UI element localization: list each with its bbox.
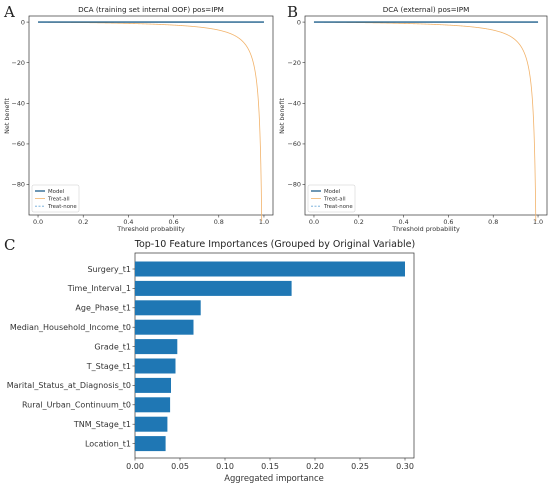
- bar: [135, 261, 405, 277]
- legend-entry: Treat-none: [323, 204, 353, 210]
- y-tick-label: 0: [297, 18, 301, 26]
- x-tick-label: 1.0: [259, 218, 269, 226]
- x-tick-label: 1.0: [533, 218, 543, 226]
- x-tick-label: 0.8: [488, 218, 498, 226]
- chart-title: DCA (training set internal OOF) pos=IPM: [78, 5, 224, 14]
- plot-frame: [134, 252, 415, 459]
- dca-chart-external: DCA (external) pos=IPM 0.0 0.2 0.4 0.6 0.8 1.…: [278, 5, 548, 233]
- bar: [135, 397, 171, 413]
- y-tick-label: −40: [288, 100, 302, 108]
- y-tick-label: −40: [12, 100, 26, 108]
- x-tick-label: 0.2: [354, 218, 364, 226]
- category-label: Grade_t1: [94, 342, 131, 351]
- bar: [135, 358, 176, 374]
- x-tick-label: 0.15: [261, 462, 279, 471]
- legend-entry: Model: [48, 189, 64, 195]
- plot-frame: [304, 15, 548, 216]
- chart-title: Top-10 Feature Importances (Grouped by O…: [134, 239, 415, 250]
- x-tick-label: 0.05: [171, 462, 189, 471]
- category-label: Location_t1: [85, 439, 131, 448]
- x-tick-label: 0.0: [33, 218, 43, 226]
- category-label: T_Stage_t1: [86, 362, 131, 371]
- feature-importance-chart: Top-10 Feature Importances (Grouped by O…: [7, 239, 415, 483]
- legend-entry: Treat-all: [47, 197, 70, 203]
- category-label: Time_Interval_1: [67, 284, 131, 293]
- x-tick-label: 0.30: [396, 462, 414, 471]
- y-tick-label: −20: [288, 59, 302, 67]
- legend-entry: Model: [324, 189, 340, 195]
- panel-letter-c: C: [4, 236, 15, 254]
- category-label: TNM_Stage_t1: [73, 420, 131, 429]
- dca-chart-training: DCA (training set internal OOF) pos=IPM …: [3, 5, 274, 233]
- x-tick-label: 0.4: [399, 218, 409, 226]
- y-axis-label: Net benefit: [3, 98, 11, 134]
- x-tick-label: 0.10: [216, 462, 234, 471]
- legend-box: [31, 184, 80, 213]
- y-tick-label: −80: [288, 181, 302, 189]
- x-axis-label: Aggregated importance: [224, 473, 324, 483]
- x-tick-label: 0.0: [309, 218, 319, 226]
- category-label: Rural_Urban_Continuum_t0: [22, 401, 131, 410]
- bar: [135, 416, 168, 432]
- x-tick-label: 0.4: [123, 218, 133, 226]
- x-tick-label: 0.20: [306, 462, 324, 471]
- y-tick-label: −80: [12, 181, 26, 189]
- y-tick-label: −60: [12, 140, 26, 148]
- y-tick-label: 0: [21, 18, 25, 26]
- x-tick-label: 0.2: [78, 218, 88, 226]
- bar: [135, 300, 201, 316]
- x-tick-label: 0.00: [126, 462, 144, 471]
- x-tick-label: 0.8: [214, 218, 224, 226]
- x-axis-label: Threshold probability: [116, 225, 185, 233]
- panel-letter-b: B: [287, 3, 298, 21]
- bar: [135, 377, 171, 393]
- x-tick-label: 0.6: [169, 218, 179, 226]
- category-label: Median_Household_Income_t0: [10, 323, 131, 332]
- y-tick-label: −60: [288, 140, 302, 148]
- legend-entry: Treat-all: [323, 197, 346, 203]
- plot-frame: [28, 15, 274, 216]
- y-axis-label: Net benefit: [278, 98, 286, 134]
- category-label: Marital_Status_at_Diagnosis_t0: [7, 381, 131, 390]
- x-axis-label: Threshold probability: [391, 225, 460, 233]
- panel-letter-a: A: [3, 3, 15, 21]
- legend-box: [307, 184, 356, 213]
- x-tick-label: 0.6: [443, 218, 453, 226]
- legend-entry: Treat-none: [47, 204, 77, 210]
- category-label: Age_Phase_t1: [75, 304, 131, 313]
- bar: [135, 319, 194, 335]
- bar: [135, 280, 292, 296]
- chart-title: DCA (external) pos=IPM: [383, 5, 470, 14]
- category-label: Surgery_t1: [87, 265, 131, 274]
- y-tick-label: −20: [12, 59, 26, 67]
- bar: [135, 436, 166, 452]
- x-tick-label: 0.25: [351, 462, 369, 471]
- bar: [135, 339, 178, 355]
